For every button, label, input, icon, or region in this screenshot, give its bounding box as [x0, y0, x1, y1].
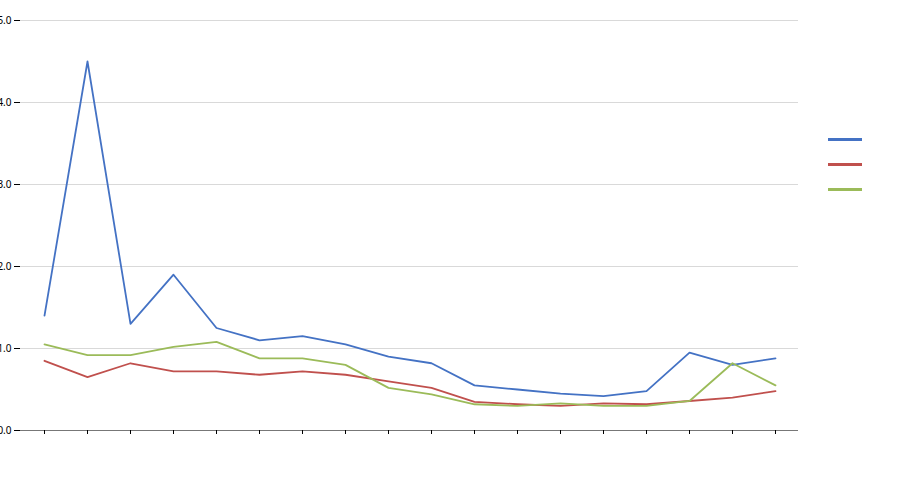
svg-text:5.0: 5.0 — [0, 13, 12, 27]
svg-text:4.0: 4.0 — [0, 95, 12, 109]
svg-text:3.0: 3.0 — [0, 177, 12, 191]
svg-text:1.0: 1.0 — [0, 341, 12, 355]
svg-text:0.0: 0.0 — [0, 423, 12, 437]
svg-text:2.0: 2.0 — [0, 259, 12, 273]
